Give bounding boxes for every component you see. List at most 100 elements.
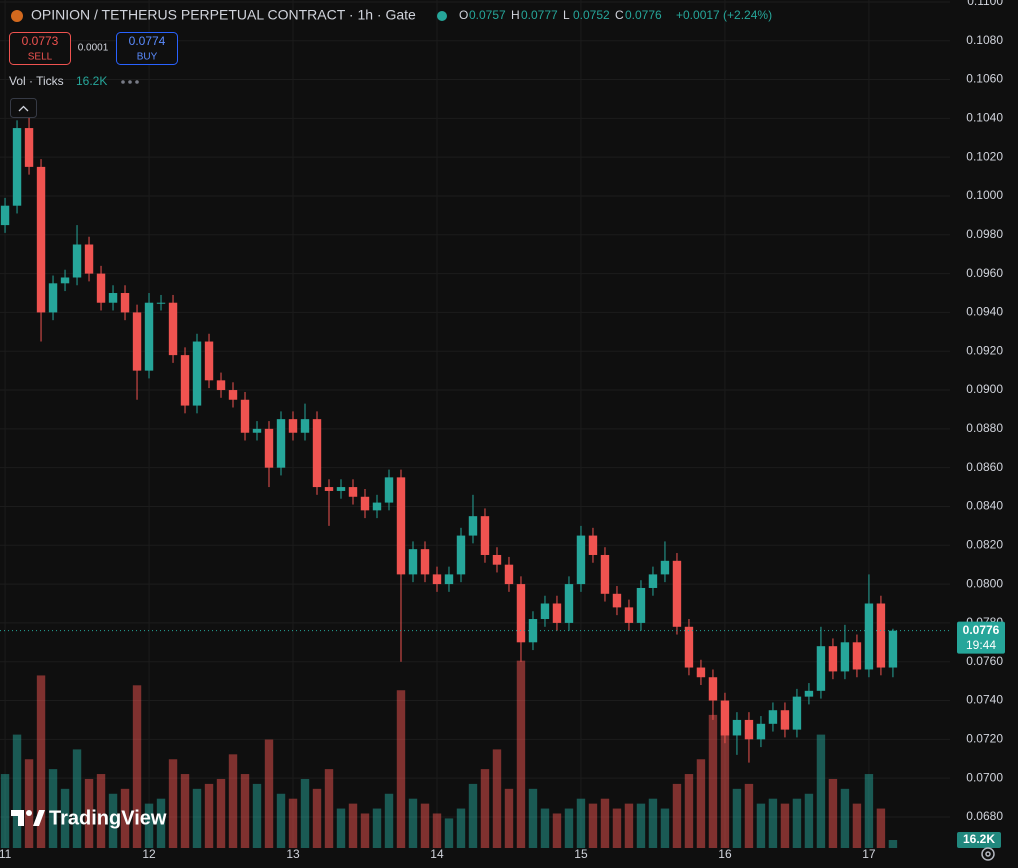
y-tick-label: 0.0860: [966, 460, 1003, 474]
last-price-label: 0.0776: [963, 623, 1000, 637]
volume-bar: [0, 774, 10, 848]
volume-bar: [804, 793, 814, 848]
volume-bar: [552, 813, 562, 848]
volume-legend-value: 16.2K: [76, 74, 107, 88]
candle-body: [444, 574, 454, 585]
buy-button[interactable]: [116, 32, 178, 65]
y-tick-label: 0.0820: [966, 537, 1003, 551]
sell-button[interactable]: [9, 32, 71, 65]
y-tick-label: 0.0800: [966, 576, 1003, 590]
volume-bar: [420, 803, 430, 848]
candle-body: [564, 584, 574, 623]
candle-body: [384, 477, 394, 503]
candle-body: [432, 574, 442, 585]
volume-bar: [480, 769, 490, 848]
volume-bar: [204, 783, 214, 848]
last-price-tag: [957, 621, 1005, 654]
candle-body: [744, 719, 754, 740]
candle-body: [660, 560, 670, 575]
collapse-button[interactable]: [10, 98, 37, 118]
volume-bar: [60, 788, 70, 848]
candle-body: [768, 710, 778, 724]
y-tick-label: 0.0900: [966, 382, 1003, 396]
volume-bar: [96, 774, 106, 848]
candle-body: [468, 516, 478, 536]
volume-bar: [156, 798, 166, 848]
volume-bar: [216, 778, 226, 848]
volume-bar: [36, 675, 46, 848]
volume-bar: [120, 788, 130, 848]
volume-bar: [408, 798, 418, 848]
candle-body: [720, 700, 730, 736]
volume-bar: [612, 808, 622, 848]
volume-bar: [696, 759, 706, 848]
volume-bar: [732, 788, 742, 848]
y-tick-label: 0.0940: [966, 305, 1003, 319]
volume-bar: [492, 749, 502, 848]
candle-body: [372, 502, 382, 511]
volume-bar: [228, 754, 238, 848]
candle-body: [624, 607, 634, 623]
ohlc-key: L: [563, 8, 570, 22]
ohlc-value: 0.0777: [521, 8, 558, 22]
volume-bar: [852, 803, 862, 848]
volume-bar: [864, 774, 874, 848]
y-tick-label: 0.0840: [966, 499, 1003, 513]
volume-bar: [660, 808, 670, 848]
volume-bar: [12, 734, 22, 848]
volume-bar: [816, 734, 826, 848]
candle-body: [24, 128, 34, 167]
y-tick-label: 0.1060: [966, 72, 1003, 86]
candle-body: [348, 487, 358, 497]
candle-body: [588, 535, 598, 555]
candle-body: [228, 390, 238, 400]
candle-body: [0, 205, 10, 226]
volume-bar: [48, 769, 58, 848]
y-tick-label: 0.1080: [966, 33, 1003, 47]
candle-body: [888, 630, 898, 668]
volume-bar: [324, 769, 334, 848]
volume-bar: [588, 803, 598, 848]
candle-body: [816, 646, 826, 691]
x-tick-label: 15: [574, 847, 588, 861]
y-tick-label: 0.0760: [966, 654, 1003, 668]
logo-text: TradingView: [49, 807, 167, 829]
buy-label: BUY: [137, 52, 158, 63]
candle-body: [72, 244, 82, 278]
ohlc-key: C: [615, 8, 624, 22]
candle-body: [852, 642, 862, 670]
volume-bar: [444, 818, 454, 848]
volume-bar: [876, 808, 886, 848]
settings-button[interactable]: [981, 847, 995, 861]
volume-bar: [168, 759, 178, 848]
candle-body: [480, 516, 490, 555]
volume-bar: [276, 793, 286, 848]
volume-bar: [624, 803, 634, 848]
candle-body: [756, 723, 766, 740]
candle-body: [792, 696, 802, 730]
candle-body: [672, 560, 682, 627]
candle-body: [144, 302, 154, 371]
candle-body: [864, 603, 874, 670]
candle-body: [288, 419, 298, 433]
volume-bar: [456, 808, 466, 848]
volume-bar: [720, 729, 730, 848]
volume-tag-label: 16.2K: [963, 832, 995, 846]
x-tick-label: 14: [430, 847, 444, 861]
volume-bar: [264, 739, 274, 848]
candle-body: [840, 642, 850, 672]
candle-body: [108, 293, 118, 303]
y-tick-label: 0.0740: [966, 693, 1003, 707]
candle-body: [876, 603, 886, 668]
candle-body: [360, 496, 370, 511]
ohlc-value: 0.0757: [469, 8, 506, 22]
volume-bar: [348, 803, 358, 848]
candle-body: [732, 719, 742, 736]
volume-bar: [336, 808, 346, 848]
more-menu[interactable]: [121, 80, 139, 84]
candle-body: [420, 549, 430, 575]
candle-body: [36, 166, 46, 313]
candle-body: [636, 587, 646, 623]
candle-body: [684, 626, 694, 668]
symbol-icon: [11, 10, 23, 22]
